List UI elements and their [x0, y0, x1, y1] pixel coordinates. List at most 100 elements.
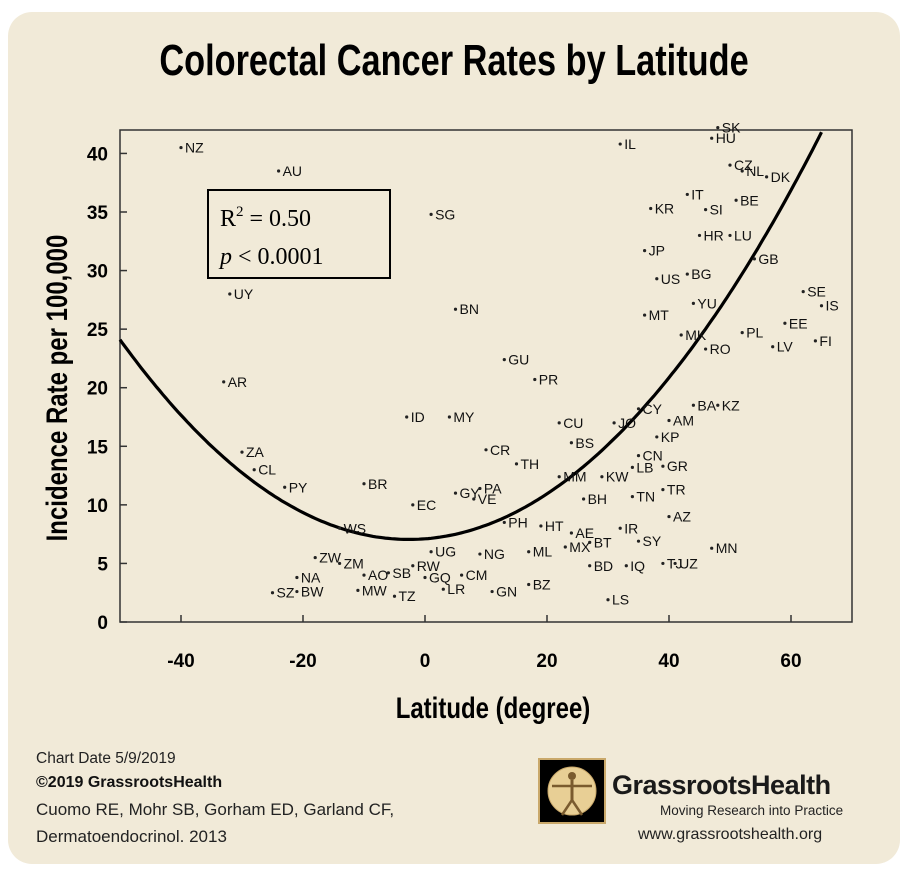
- svg-text:WS: WS: [344, 520, 367, 536]
- svg-text:DK: DK: [771, 169, 791, 185]
- data-point-gy: GY: [453, 485, 481, 501]
- svg-text:CZ: CZ: [734, 157, 753, 173]
- y-tick-label: 10: [87, 496, 108, 517]
- svg-text:US: US: [661, 271, 680, 287]
- data-point-ec: EC: [411, 497, 436, 513]
- y-tick-label: 35: [87, 203, 109, 224]
- svg-text:BG: BG: [691, 266, 711, 282]
- svg-text:IT: IT: [691, 186, 704, 202]
- data-point-ir: IR: [618, 520, 638, 536]
- data-point-si: SI: [704, 202, 723, 218]
- data-point-ml: ML: [527, 544, 552, 560]
- svg-text:EE: EE: [789, 315, 808, 331]
- data-point-my: MY: [447, 409, 475, 425]
- svg-text:MM: MM: [563, 469, 586, 485]
- svg-text:GN: GN: [496, 584, 517, 600]
- data-point-be: BE: [734, 192, 759, 208]
- data-point-mm: MM: [557, 469, 587, 485]
- data-point-us: US: [655, 271, 680, 287]
- y-tick-label: 20: [87, 379, 108, 400]
- data-point-rw: RW: [411, 558, 441, 574]
- svg-text:ZW: ZW: [319, 550, 342, 566]
- stats-box: R2 = 0.50 p < 0.0001: [207, 189, 391, 279]
- svg-text:TR: TR: [667, 482, 686, 498]
- data-point-ae: AE: [569, 525, 594, 541]
- data-point-cz: CZ: [728, 157, 753, 173]
- data-point-sz: SZ: [270, 585, 295, 601]
- svg-text:MT: MT: [649, 307, 670, 323]
- data-point-au: AU: [277, 163, 302, 179]
- svg-text:NG: NG: [484, 546, 505, 562]
- data-point-sk: SK: [716, 120, 741, 136]
- data-point-py: PY: [283, 479, 308, 495]
- svg-text:EC: EC: [417, 497, 436, 513]
- data-point-se: SE: [801, 284, 826, 300]
- x-tick-label: -40: [167, 651, 194, 672]
- data-point-sg: SG: [429, 206, 455, 222]
- svg-text:AM: AM: [673, 413, 694, 429]
- svg-text:SY: SY: [643, 533, 662, 549]
- copyright: ©2019 GrassrootsHealth: [36, 774, 223, 791]
- plot-frame: [119, 129, 853, 623]
- data-point-uz: UZ: [673, 555, 698, 571]
- x-tick-label: 20: [536, 651, 557, 672]
- data-point-bs: BS: [569, 435, 594, 451]
- data-point-ug: UG: [429, 544, 456, 560]
- svg-text:TZ: TZ: [399, 588, 417, 604]
- svg-text:BN: BN: [460, 301, 479, 317]
- data-point-ls: LS: [606, 592, 629, 608]
- svg-text:LB: LB: [636, 459, 653, 475]
- data-point-br: BR: [362, 476, 387, 492]
- brand-name: GrassrootsHealth: [612, 770, 831, 800]
- svg-text:BZ: BZ: [533, 577, 551, 593]
- citation-line-1: Cuomo RE, Mohr SB, Gorham ED, Garland CF…: [36, 800, 395, 819]
- svg-text:UY: UY: [234, 286, 254, 302]
- data-point-kz: KZ: [716, 397, 740, 413]
- svg-text:CY: CY: [643, 401, 663, 417]
- x-tick-label: 60: [780, 651, 801, 672]
- r2-value: = 0.50: [244, 206, 312, 232]
- data-point-gq: GQ: [423, 569, 451, 585]
- y-tick-label: 0: [97, 613, 108, 634]
- data-point-sy: SY: [636, 533, 662, 549]
- data-point-cy: CY: [636, 401, 663, 417]
- r2-label: R: [220, 206, 236, 232]
- svg-text:HT: HT: [545, 518, 564, 534]
- vitruvian-man-logo: [538, 758, 606, 824]
- data-point-jp: JP: [643, 243, 665, 259]
- svg-text:R2 = 0.50: R2 = 0.50: [220, 204, 311, 232]
- data-point-nz: NZ: [179, 140, 204, 156]
- data-point-bh: BH: [582, 491, 607, 507]
- data-point-az: AZ: [667, 509, 691, 525]
- svg-text:IR: IR: [624, 520, 638, 536]
- data-point-ba: BA: [691, 397, 717, 413]
- data-point-gn: GN: [490, 584, 517, 600]
- data-point-ws: WS: [338, 520, 366, 536]
- data-point-it: IT: [685, 186, 704, 202]
- data-point-kw: KW: [600, 469, 629, 485]
- data-point-gr: GR: [661, 458, 688, 474]
- data-point-lu: LU: [728, 227, 752, 243]
- y-axis-label: Incidence Rate per 100,000: [39, 235, 73, 542]
- svg-text:SB: SB: [392, 565, 411, 581]
- y-tick-label: 5: [97, 554, 108, 575]
- data-point-mx: MX: [563, 539, 591, 555]
- website-link[interactable]: www.grassrootshealth.org: [638, 826, 823, 843]
- svg-text:CR: CR: [490, 442, 510, 458]
- svg-text:MY: MY: [453, 409, 475, 425]
- data-point-ar: AR: [222, 374, 247, 390]
- data-point-bd: BD: [588, 558, 613, 574]
- chart-date: Chart Date 5/9/2019: [36, 750, 176, 767]
- data-point-bz: BZ: [527, 577, 551, 593]
- svg-text:KP: KP: [661, 429, 680, 445]
- svg-text:NZ: NZ: [185, 140, 204, 156]
- svg-text:UG: UG: [435, 544, 456, 560]
- data-point-ro: RO: [704, 341, 731, 357]
- svg-text:SZ: SZ: [277, 585, 295, 601]
- data-point-cm: CM: [460, 567, 487, 583]
- svg-text:GY: GY: [460, 485, 481, 501]
- svg-text:VE: VE: [478, 491, 497, 507]
- svg-text:ZM: ZM: [344, 555, 364, 571]
- x-tick-label: -20: [289, 651, 316, 672]
